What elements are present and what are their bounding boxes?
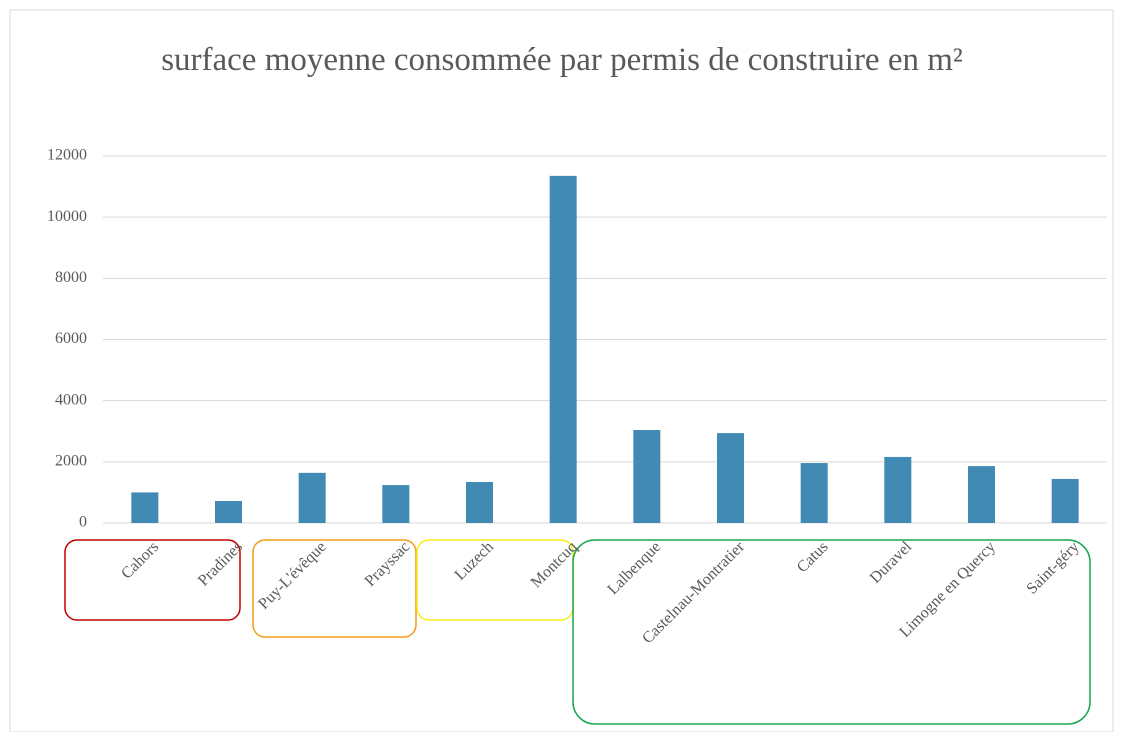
x-tick-label: Saint-géry [1023,538,1082,597]
y-tick-label: 0 [79,514,87,531]
y-tick-label: 4000 [55,391,87,408]
bar [717,433,744,523]
bar [633,430,661,523]
x-tick-label: Duravel [867,538,916,587]
x-tick-label: Puy-L'évêque [255,538,329,612]
bar [884,456,912,523]
bar [466,482,493,523]
x-tick-label: Catus [794,538,832,576]
y-tick-label: 12000 [47,147,87,164]
bar [549,175,577,524]
y-tick-label: 2000 [55,453,87,470]
chart-title: surface moyenne consommée par permis de … [161,42,963,78]
bar [1051,478,1079,523]
group-box [64,539,241,621]
y-tick-label: 8000 [55,269,87,286]
x-tick-label: Cahors [118,538,162,582]
x-tick-label: Luzech [452,538,497,583]
chart-frame [9,9,1114,732]
y-tick-label: 6000 [55,330,87,347]
bar [131,492,159,523]
x-tick-label: Lalbenque [604,538,664,598]
bar [968,466,995,523]
bar [800,463,828,523]
bar [382,485,410,523]
bar [215,500,242,523]
y-tick-label: 10000 [47,208,87,225]
x-tick-label: Prayssac [362,538,414,590]
x-tick-label: Pradines [195,538,246,589]
group-box [572,539,1091,725]
bar [298,472,326,523]
group-box [252,539,417,638]
